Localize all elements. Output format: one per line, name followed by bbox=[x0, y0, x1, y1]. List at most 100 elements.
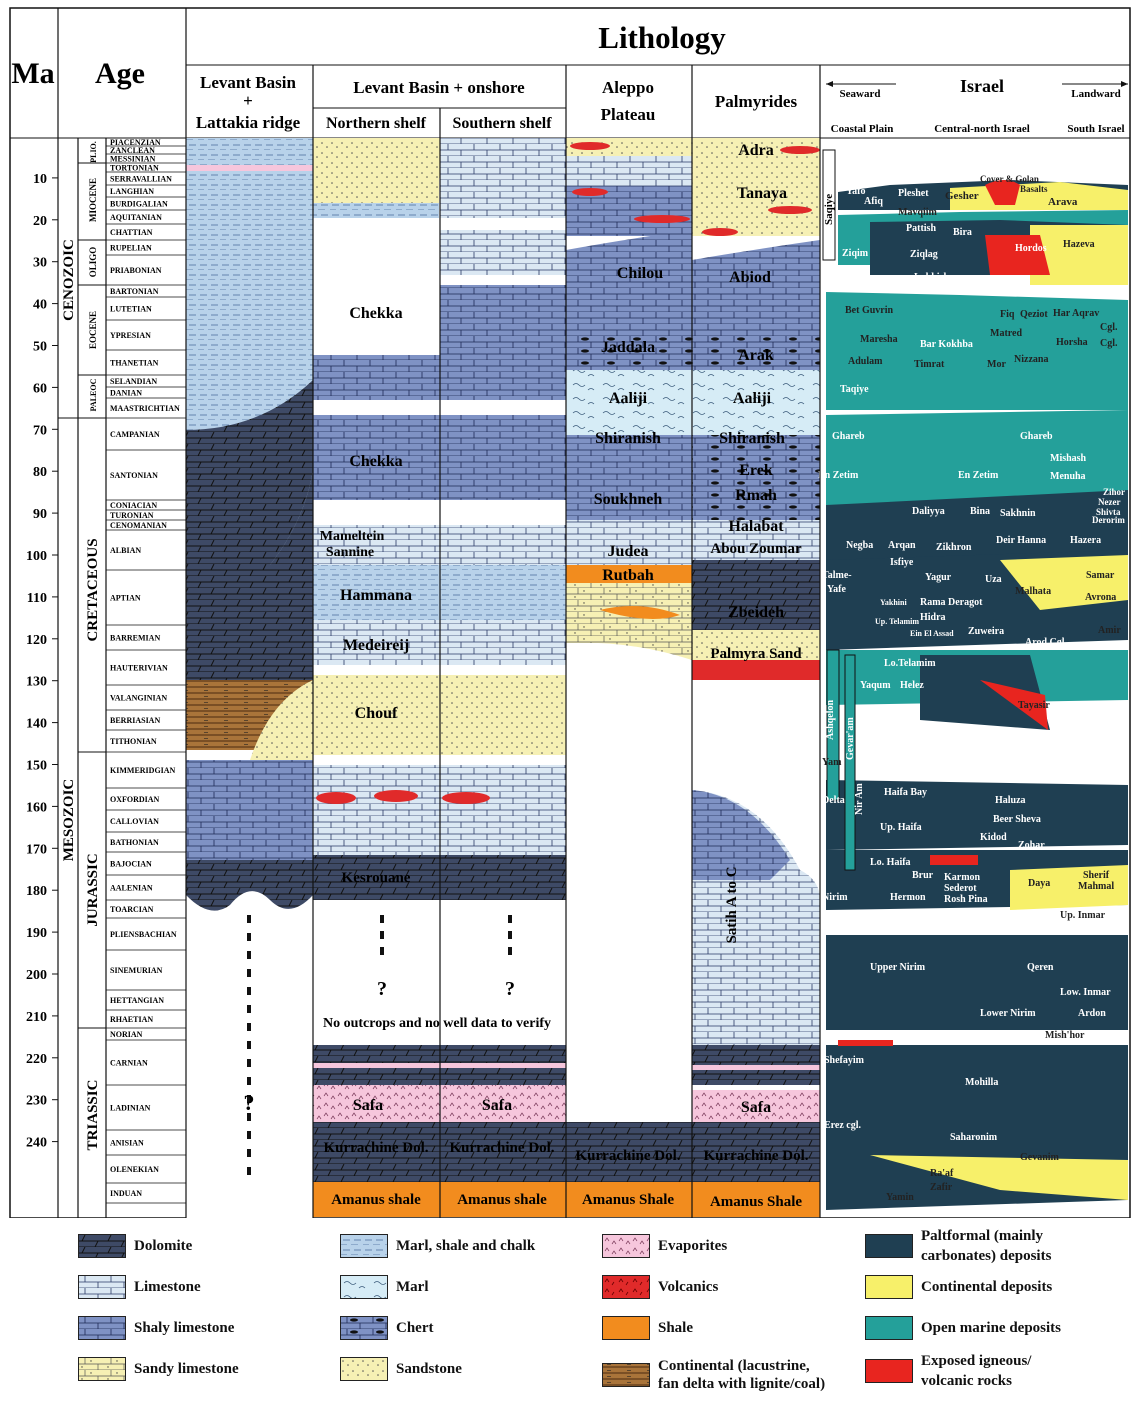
legend-dolomite: Dolomite bbox=[78, 1234, 192, 1258]
formation-har-aqrav: Har Aqrav bbox=[1053, 308, 1099, 319]
stage-label: LANGHIAN bbox=[110, 187, 154, 196]
open-marine-swatch-icon bbox=[865, 1316, 913, 1340]
period-cretaceous: CRETACEOUS bbox=[85, 538, 101, 641]
stage-label: SINEMURIAN bbox=[110, 966, 163, 975]
formation-timrat: Timrat bbox=[914, 359, 945, 370]
formation-nirim: Nirim bbox=[822, 892, 848, 903]
ma-tick-label: 100 bbox=[26, 549, 47, 564]
chert-swatch-icon bbox=[340, 1316, 388, 1340]
stage-label: BARREMIAN bbox=[110, 634, 160, 643]
ma-tick-label: 70 bbox=[33, 423, 47, 438]
formation-zihor: Zihor bbox=[1103, 487, 1125, 497]
formation-saqiye: Saqiye bbox=[823, 194, 835, 225]
formation-kurrachine-a: Kurrachine Dol. bbox=[576, 1148, 681, 1164]
formation-mavqiim: Mavqiim bbox=[898, 207, 938, 218]
stage-label: OLENEKIAN bbox=[110, 1165, 159, 1174]
formation-arqan: Arqan bbox=[888, 540, 916, 551]
formation-maresha: Maresha bbox=[860, 334, 898, 345]
legend-chert: Chert bbox=[340, 1316, 434, 1340]
formation-abiod: Abiod bbox=[729, 269, 771, 286]
stage-label: PIACENZIAN bbox=[110, 138, 161, 147]
onshore-header: Levant Basin + onshore bbox=[353, 78, 525, 97]
stage-label: BERRIASIAN bbox=[110, 716, 160, 725]
formation-cover-golan: Cover & Golan bbox=[980, 174, 1039, 184]
igneous-swatch-icon bbox=[865, 1359, 913, 1383]
formation-yakhini: Yakhini bbox=[880, 598, 907, 607]
stage-label: NORIAN bbox=[110, 1030, 143, 1039]
stage-label: SERRAVALLIAN bbox=[110, 175, 172, 184]
period-oligo: OLIGO bbox=[88, 247, 98, 278]
formation-derorim: Derorim bbox=[1092, 515, 1125, 525]
formation-talme: Talme- bbox=[822, 570, 852, 581]
formation-kurrachine-n: Kurrachine Dol. bbox=[324, 1140, 429, 1156]
levant-basin-column: ? bbox=[186, 138, 313, 1218]
formation-adulam: Adulam bbox=[848, 356, 883, 367]
formation-pattish: Pattish bbox=[906, 223, 936, 234]
formation-hazera: Hazera bbox=[1070, 535, 1101, 546]
aleppo-header-2: Plateau bbox=[601, 105, 656, 124]
formation-ein-el-assad: Ein El Assad bbox=[910, 629, 954, 638]
stage-label: HETTANGIAN bbox=[110, 996, 164, 1005]
stage-label: RUPELIAN bbox=[110, 244, 152, 253]
formation-gevanim: Gevanim bbox=[1020, 1152, 1060, 1163]
formation-lo-haifa: Lo. Haifa bbox=[870, 857, 911, 868]
formation-amanus-a: Amanus Shale bbox=[582, 1192, 674, 1208]
ma-tick-label: 190 bbox=[26, 926, 47, 941]
formation-bira: Bira bbox=[953, 227, 972, 238]
south-question: ? bbox=[505, 978, 515, 1000]
formation-nezer: Nezer bbox=[1098, 497, 1120, 507]
formation-palmyra-sand: Palmyra Sand bbox=[710, 646, 802, 662]
age-header: Age bbox=[95, 57, 145, 90]
no-outcrops-note: No outcrops and no well data to verify bbox=[323, 1016, 551, 1031]
ma-tick-label: 120 bbox=[26, 633, 47, 648]
formation-medeireij: Medeireij bbox=[343, 637, 409, 654]
legend-evaporites: Evaporites bbox=[602, 1234, 727, 1258]
formation-isfiye: Isfiye bbox=[890, 557, 914, 568]
formation-ziqlag: Ziqlag bbox=[910, 249, 938, 260]
formation-yamin: Yamin bbox=[886, 1192, 914, 1203]
legend-label: Sandstone bbox=[396, 1360, 462, 1377]
formation-qeren: Qeren bbox=[1027, 962, 1054, 973]
ma-tick-label: 80 bbox=[33, 465, 47, 480]
stage-label: CARNIAN bbox=[110, 1059, 148, 1068]
formation-cgl-2: Cgl. bbox=[1100, 338, 1118, 349]
formation-rmah: Rmah bbox=[735, 487, 777, 504]
formation-mameltein: Mameltein bbox=[320, 529, 385, 544]
formation-sakhnin: Sakhnin bbox=[1000, 508, 1036, 519]
legend-continental: Continental (lacustrine, fan delta with l… bbox=[602, 1357, 825, 1393]
stratigraphic-chart: Ma Age Lithology Levant Basin + Lattakia… bbox=[9, 7, 1131, 1219]
formation-amanus-n: Amanus shale bbox=[331, 1192, 421, 1208]
sandstone-swatch-icon bbox=[340, 1357, 388, 1381]
sandy-limestone-swatch-icon bbox=[78, 1357, 126, 1381]
ma-tick-label: 160 bbox=[26, 800, 47, 815]
ma-tick-label: 90 bbox=[33, 507, 47, 522]
formation-helez: Helez bbox=[900, 680, 924, 691]
levant-header-1: Levant Basin bbox=[200, 73, 296, 92]
formation-brur: Brur bbox=[912, 870, 934, 881]
formation-gevaram: Gevar'am bbox=[845, 717, 856, 760]
ma-tick-label: 230 bbox=[26, 1094, 47, 1109]
formation-rama: Rama bbox=[920, 597, 946, 608]
marl-shale-chalk-swatch-icon bbox=[340, 1234, 388, 1258]
ma-axis: 10 20 30 40 50 60 70 80 90 100 110 120 130 140 150 160 1… bbox=[26, 172, 58, 1151]
continental-deposits-swatch-icon bbox=[865, 1275, 913, 1299]
legend-label: Limestone bbox=[134, 1278, 201, 1295]
formation-aaliji-p: Aaliji bbox=[733, 390, 772, 407]
ma-tick-label: 200 bbox=[26, 968, 47, 983]
legend-label: Continental deposits bbox=[921, 1278, 1053, 1295]
formation-shiranish-a: Shiranish bbox=[595, 430, 661, 447]
formation-safa-s: Safa bbox=[482, 1097, 512, 1114]
formation-amanus-p: Amanus Shale bbox=[710, 1194, 802, 1210]
legend-label-line2: fan delta with lignite/coal) bbox=[658, 1376, 826, 1392]
stage-label: ALBIAN bbox=[110, 546, 141, 555]
stage-label: YPRESIAN bbox=[110, 331, 151, 340]
formation-judea: Judea bbox=[608, 543, 649, 560]
legend-sandstone: Sandstone bbox=[340, 1357, 462, 1381]
coastal-plain-label: Coastal Plain bbox=[831, 123, 894, 135]
central-north-label: Central-north Israel bbox=[934, 123, 1030, 135]
formation-up-haifa: Up. Haifa bbox=[880, 822, 922, 833]
ma-tick-label: 20 bbox=[33, 214, 47, 229]
formation-deragot: Deragot bbox=[948, 597, 983, 608]
formation-kidod: Kidod bbox=[980, 832, 1007, 843]
formation-chouf: Chouf bbox=[355, 705, 398, 722]
